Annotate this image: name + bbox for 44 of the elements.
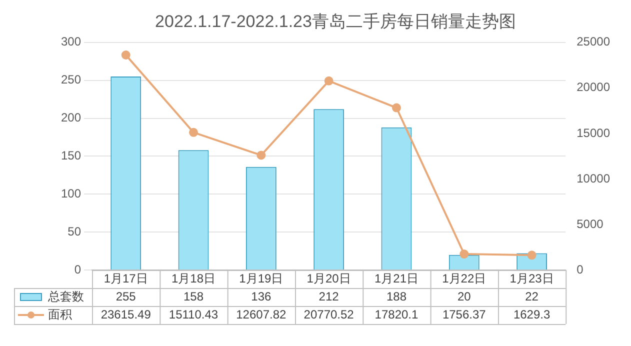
y-tick-label: 200 [60,110,82,125]
point [189,128,198,137]
data-label: 23615.49 [100,307,152,322]
data-label: 22 [525,289,539,304]
chart-title: 2022.1.17-2022.1.23青岛二手房每日销量走势图 [155,12,516,31]
data-label: 188 [386,289,407,304]
data-label: 158 [183,289,204,304]
point [121,50,130,60]
x-tick-label: 1月20日 [306,271,351,286]
data-label: 1756.37 [442,307,486,322]
x-tick-label: 1月22日 [442,271,486,286]
data-label: 20770.52 [304,307,354,322]
y2-tick-label: 5000 [576,216,604,231]
y2-tick-label: 25000 [576,34,610,49]
point [256,150,266,160]
y2-tick-label: 20000 [576,80,610,94]
data-label: 12607.82 [236,307,287,322]
legend-label: 总套数 [47,289,84,304]
data-label: 20 [457,289,472,304]
y-tick-label: 100 [60,186,82,200]
y2-tick-label: 10000 [576,171,610,186]
x-tick-label: 1月21日 [374,271,418,286]
x-tick-label: 1月19日 [239,271,284,286]
y-tick-label: 50 [68,224,82,238]
y-tick-label: 250 [60,72,82,87]
x-tick-label: 1月23日 [510,271,554,286]
point [527,250,536,260]
y-tick-label: 150 [60,148,82,163]
data-label: 17820.1 [374,307,418,322]
y2-tick-label: 15000 [576,126,610,140]
x-tick-label: 1月18日 [171,271,216,286]
data-label: 255 [116,289,136,304]
legend-label: 面积 [48,307,72,322]
point [324,76,334,86]
y-tick-label: 300 [60,34,82,49]
point [460,250,469,259]
data-label: 136 [251,289,272,304]
point [392,103,401,112]
y-tick-label: 0 [74,262,82,276]
x-tick-label: 1月17日 [104,271,148,286]
data-label: 15110.43 [168,307,218,322]
data-label: 212 [318,289,340,304]
y2-tick-label: 0 [576,262,584,276]
data-label: 1629.3 [513,307,550,322]
